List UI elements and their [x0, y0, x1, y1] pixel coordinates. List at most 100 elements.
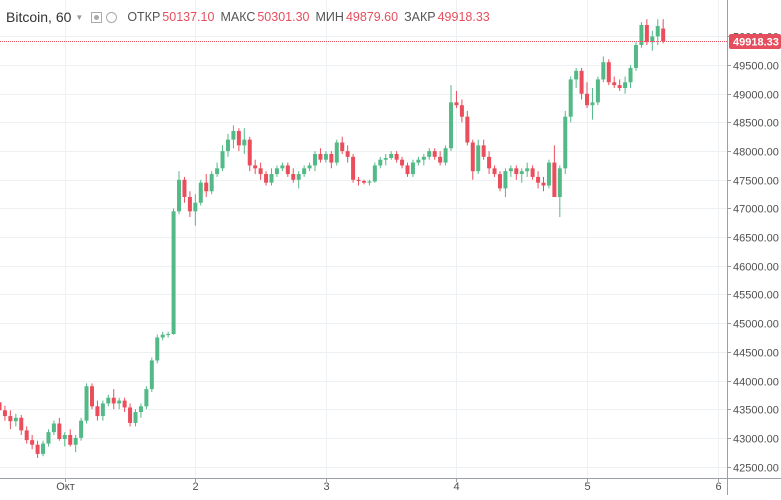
- legend-separator: ,: [48, 9, 56, 25]
- candle-body: [345, 151, 350, 157]
- candle: [449, 85, 454, 152]
- candle: [323, 151, 328, 163]
- price-tick-label: 47000.00: [733, 204, 779, 216]
- candle-body: [568, 79, 573, 117]
- grid-lines: [0, 0, 727, 478]
- candle: [122, 397, 127, 413]
- price-tick-label: 48500.00: [733, 118, 779, 130]
- close-label: ЗАКР: [404, 10, 436, 24]
- candle: [225, 133, 230, 157]
- candle-body: [470, 142, 475, 172]
- candle: [416, 156, 421, 166]
- candle-body: [264, 174, 269, 183]
- candle-body: [563, 116, 568, 169]
- candle-body: [595, 79, 600, 103]
- candle-body: [84, 386, 89, 421]
- candle: [345, 145, 350, 163]
- low-label: МИН: [315, 10, 344, 24]
- symbol-name[interactable]: Bitcoin: [6, 9, 49, 25]
- candle-body: [334, 142, 339, 163]
- candle: [79, 417, 84, 441]
- gear-icon[interactable]: [106, 11, 118, 23]
- candle: [410, 159, 415, 177]
- chevron-down-icon[interactable]: ▼: [75, 12, 84, 22]
- candle-body: [421, 156, 426, 160]
- candle-body: [182, 179, 187, 197]
- candle: [470, 139, 475, 180]
- candle: [144, 386, 149, 410]
- time-tick-label: Окт: [56, 481, 75, 493]
- candle: [35, 440, 40, 458]
- candle-body: [171, 211, 176, 335]
- candle: [128, 403, 133, 427]
- candle: [394, 151, 399, 163]
- price-axis[interactable]: 42500.00 43000.00 43500.00 44000.00 44500.00…: [727, 0, 779, 495]
- candle-body: [590, 102, 595, 106]
- candle: [492, 165, 497, 177]
- candle: [204, 174, 209, 197]
- candle-body: [389, 153, 394, 158]
- candle-body: [351, 156, 356, 180]
- candle-body: [247, 139, 252, 166]
- candle: [590, 88, 595, 120]
- candle-body: [574, 70, 579, 80]
- candle: [557, 165, 562, 218]
- time-axis[interactable]: Окт 2 3 4 5 6: [0, 478, 781, 493]
- candle-body: [215, 168, 220, 175]
- candle-body: [117, 400, 122, 404]
- candle: [340, 136, 345, 154]
- candle: [24, 426, 29, 444]
- candle-body: [187, 196, 192, 212]
- candle: [231, 125, 236, 149]
- candle-body: [111, 397, 116, 404]
- candle: [563, 110, 568, 175]
- candle-body: [204, 182, 209, 192]
- candle-body: [438, 156, 443, 163]
- candle: [280, 162, 285, 172]
- candle: [193, 194, 198, 226]
- candle: [552, 145, 557, 197]
- time-tick-label: 5: [584, 481, 590, 493]
- candle: [89, 383, 94, 410]
- candle: [503, 168, 508, 197]
- candle-body: [138, 406, 143, 413]
- candle: [443, 145, 448, 166]
- candle: [421, 153, 426, 166]
- candle-body: [0, 402, 2, 411]
- candle: [285, 162, 290, 177]
- candle: [655, 19, 660, 46]
- candle-body: [231, 131, 236, 140]
- candle-body: [46, 432, 51, 444]
- last-price-label-bg: [729, 34, 781, 49]
- candle: [650, 30, 655, 51]
- time-tick-label: 3: [323, 481, 329, 493]
- candle-body: [606, 62, 611, 83]
- candle-body: [51, 423, 56, 433]
- candle: [525, 162, 530, 177]
- eye-icon[interactable]: [91, 11, 103, 23]
- candle-body: [106, 397, 111, 404]
- interval-value[interactable]: 60: [55, 9, 72, 25]
- candle-body: [378, 159, 383, 166]
- candle: [220, 145, 225, 172]
- candle: [405, 162, 410, 177]
- candle: [242, 128, 247, 154]
- candle-body: [258, 168, 263, 175]
- candle: [198, 179, 203, 206]
- candle-body: [557, 168, 562, 197]
- candle: [117, 397, 122, 410]
- candle: [427, 148, 432, 160]
- candle: [487, 151, 492, 175]
- price-tick-label: 44500.00: [733, 348, 779, 360]
- candle-body: [133, 412, 138, 423]
- candle-body: [274, 168, 279, 175]
- candle-body: [313, 153, 318, 166]
- candle: [318, 148, 323, 163]
- candle-body: [644, 24, 649, 43]
- candle: [536, 171, 541, 189]
- candles: [0, 19, 666, 458]
- candle-body: [79, 420, 84, 438]
- candle-body: [253, 165, 258, 169]
